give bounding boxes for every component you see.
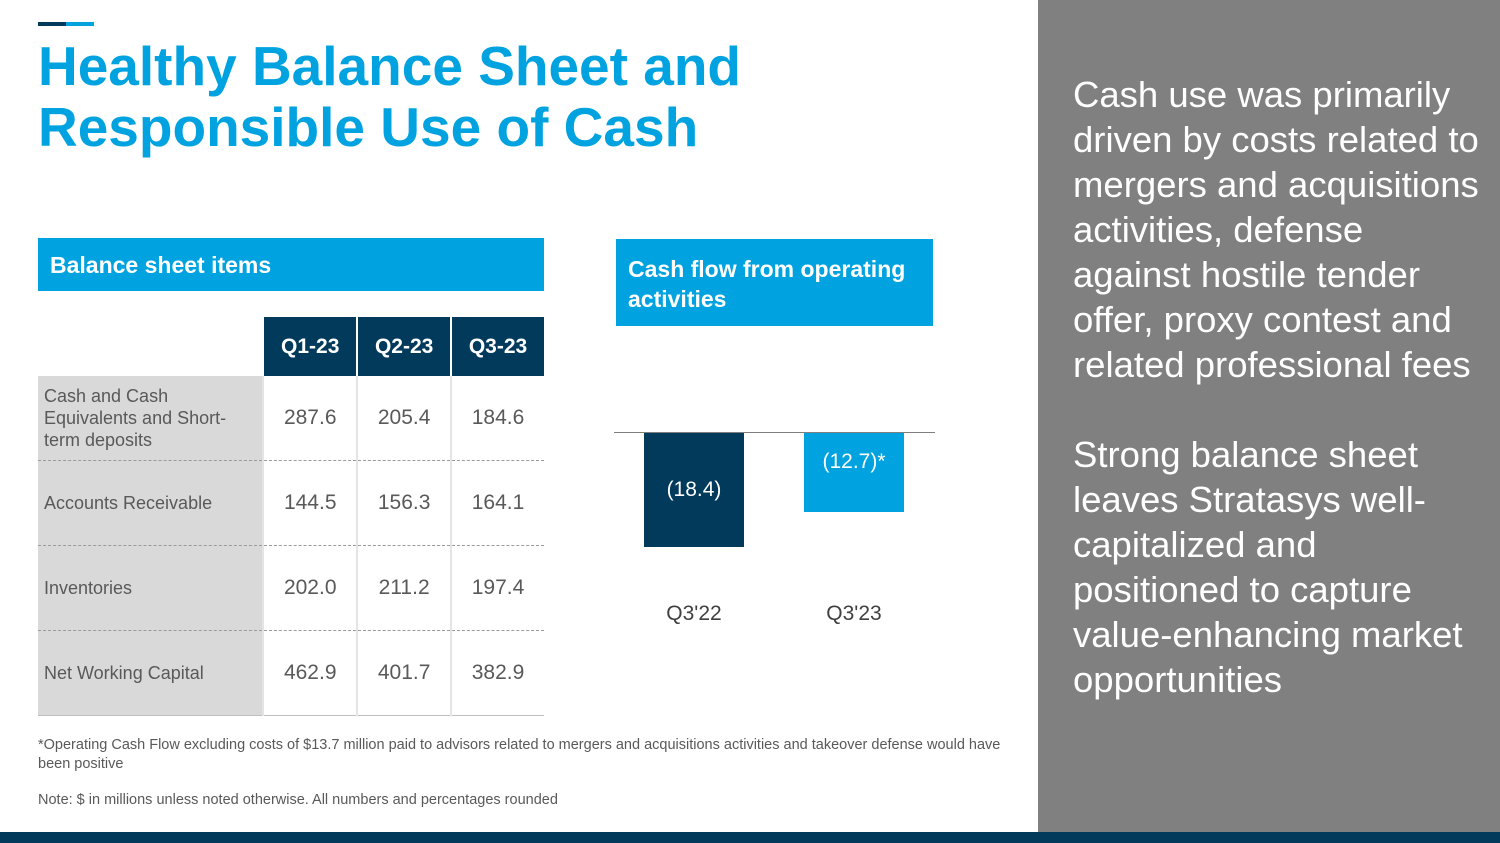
- row-label: Inventories: [38, 545, 264, 631]
- x-tick-label: Q3'23: [826, 602, 882, 625]
- footer-bar: [0, 832, 1500, 843]
- commentary-text: Cash use was primarily driven by costs r…: [1073, 74, 1479, 385]
- data-label: (18.4): [666, 478, 722, 502]
- commentary-text: Strong balance sheet leaves Stratasys we…: [1073, 434, 1463, 700]
- table-header-row: Q1-23 Q2-23 Q3-23: [38, 317, 544, 376]
- footnote-note: Note: $ in millions unless noted otherwi…: [38, 792, 558, 808]
- table-row: Net Working Capital 462.9 401.7 382.9: [38, 630, 544, 716]
- commentary-panel: Cash use was primarily driven by costs r…: [1038, 0, 1500, 832]
- footnote-asterisk: *Operating Cash Flow excluding costs of …: [38, 737, 1001, 772]
- cell-value: 205.4: [356, 376, 452, 461]
- title-accent-bar: [38, 22, 94, 26]
- table-row: Accounts Receivable 144.5 156.3 164.1: [38, 460, 544, 546]
- data-label: (12.7)*: [822, 450, 886, 473]
- cell-value: 164.1: [450, 460, 544, 546]
- balance-sheet-header: Balance sheet items: [38, 238, 544, 291]
- column-header: Q1-23: [262, 317, 358, 376]
- cell-value: 462.9: [262, 630, 358, 716]
- column-header: Q3-23: [450, 317, 544, 376]
- chart-baseline: [614, 432, 935, 433]
- table-row: Cash and Cash Equivalents and Short-term…: [38, 376, 544, 461]
- cell-value: 197.4: [450, 545, 544, 631]
- cell-value: 211.2: [356, 545, 452, 631]
- cell-value: 202.0: [262, 545, 358, 631]
- cell-value: 184.6: [450, 376, 544, 461]
- column-header: Q2-23: [356, 317, 452, 376]
- balance-sheet-table: Q1-23 Q2-23 Q3-23 Cash and Cash Equivale…: [38, 317, 544, 716]
- row-label: Cash and Cash Equivalents and Short-term…: [38, 376, 264, 461]
- row-label: Accounts Receivable: [38, 460, 264, 546]
- bar-q3-22: (18.4): [644, 433, 744, 548]
- cell-value: 156.3: [356, 460, 452, 546]
- cell-value: 287.6: [262, 376, 358, 461]
- cell-value: 144.5: [262, 460, 358, 546]
- cash-flow-header: Cash flow from operating activities: [616, 239, 933, 326]
- table-row: Inventories 202.0 211.2 197.4: [38, 545, 544, 631]
- cell-value: 401.7: [356, 630, 452, 716]
- x-tick-label: Q3'22: [666, 602, 722, 625]
- row-label: Net Working Capital: [38, 630, 264, 716]
- cell-value: 382.9: [450, 630, 544, 716]
- bar-q3-23: (12.7)*: [804, 433, 904, 512]
- page-title: Healthy Balance Sheet and Responsible Us…: [38, 35, 742, 158]
